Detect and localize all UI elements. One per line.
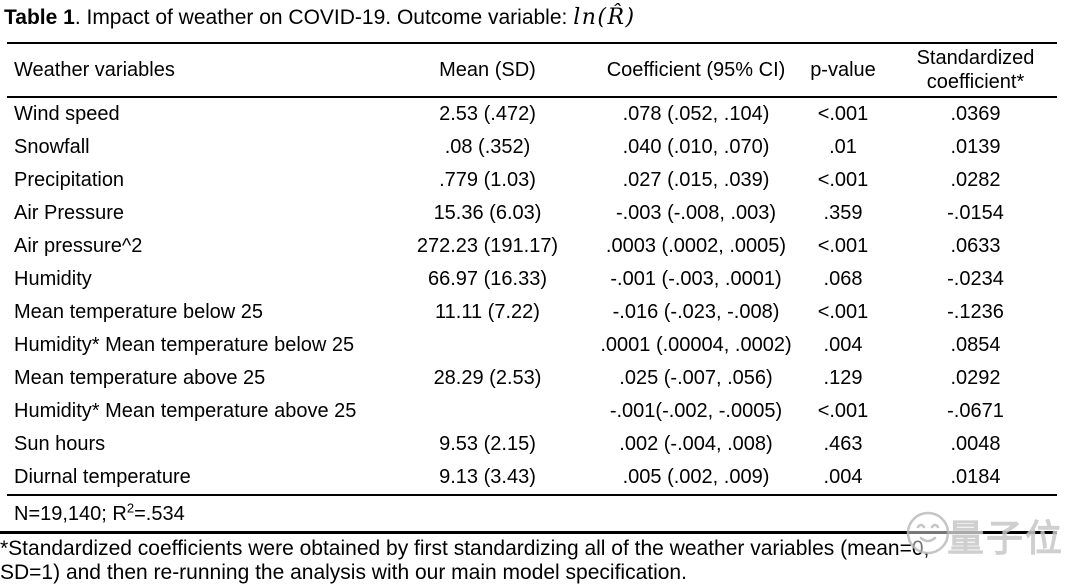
table-row: Snowfall .08 (.352) .040 (.010, .070) .0… <box>7 131 1057 164</box>
cell-std-coef: -.0671 <box>947 400 1004 422</box>
cell-mean-sd: 2.53 (.472) <box>439 103 536 125</box>
table-row: Wind speed 2.53 (.472) .078 (.052, .104)… <box>7 97 1057 131</box>
cell-variable: Snowfall <box>14 136 90 158</box>
cell-coefficient: .002 (-.004, .008) <box>619 433 773 455</box>
cell-variable: Air Pressure <box>14 202 125 224</box>
table-footnote: *Standardized coefficients were obtained… <box>0 537 1062 585</box>
cell-mean-sd: 272.23 (191.17) <box>416 235 559 257</box>
cell-p-value: .463 <box>823 433 863 455</box>
table-caption-text: . Impact of weather on COVID-19. Outcome… <box>74 6 574 29</box>
cell-std-coef: -.0234 <box>947 268 1004 290</box>
cell-mean-sd: 28.29 (2.53) <box>433 367 542 389</box>
cell-coefficient: .025 (-.007, .056) <box>619 367 773 389</box>
cell-mean-sd <box>375 329 600 362</box>
cell-p-value: <.001 <box>817 169 869 191</box>
cell-p-value: .004 <box>823 334 863 356</box>
cell-variable: Mean temperature above 25 <box>14 367 266 389</box>
cell-coefficient: .005 (.002, .009) <box>622 466 770 488</box>
cell-p-value: .068 <box>823 268 863 290</box>
header-row: Weather variables Mean (SD) Coefficient … <box>7 42 1057 98</box>
table-caption-label: Table 1 <box>4 6 75 29</box>
table-row: Sun hours 9.53 (2.15) .002 (-.004, .008)… <box>7 428 1057 461</box>
table-header: Weather variables Mean (SD) Coefficient … <box>7 42 1057 98</box>
cell-coefficient: -.003 (-.008, .003) <box>615 202 777 224</box>
summary-row: N=19,140; R2=.534 <box>7 494 1057 532</box>
model-fit-stats: N=19,140; R2=.534 <box>7 494 1057 532</box>
table-caption: Table 1. Impact of weather on COVID-19. … <box>4 5 636 31</box>
cell-mean-sd: 9.53 (2.15) <box>439 433 536 455</box>
table-row: Mean temperature above 25 28.29 (2.53) .… <box>7 362 1057 395</box>
table-row: Mean temperature below 25 11.11 (7.22) -… <box>7 296 1057 329</box>
header-standardized-coefficient: Standardized coefficient* <box>894 42 1057 98</box>
cell-mean-sd: .779 (1.03) <box>439 169 536 191</box>
cell-coefficient: .0001 (.00004, .0002) <box>600 334 792 356</box>
cell-std-coef: -.1236 <box>947 301 1004 323</box>
cell-variable: Humidity <box>14 268 92 290</box>
table-row: Humidity 66.97 (16.33) -.001 (-.003, .00… <box>7 263 1057 296</box>
cell-p-value: <.001 <box>817 400 869 422</box>
cell-std-coef: .0048 <box>950 433 1001 455</box>
table-row: Air pressure^2 272.23 (191.17) .0003 (.0… <box>7 230 1057 263</box>
cell-variable: Precipitation <box>14 169 125 191</box>
table-row: Humidity* Mean temperature below 25 .000… <box>7 329 1057 362</box>
cell-std-coef: .0139 <box>950 136 1001 158</box>
cell-variable: Sun hours <box>14 433 106 455</box>
table-row: Precipitation .779 (1.03) .027 (.015, .0… <box>7 164 1057 197</box>
cell-p-value: .129 <box>823 367 863 389</box>
cell-p-value: <.001 <box>817 301 869 323</box>
cell-mean-sd: 66.97 (16.33) <box>428 268 547 290</box>
cell-mean-sd: .08 (.352) <box>444 136 531 158</box>
footnote-line-1: *Standardized coefficients were obtained… <box>0 537 930 560</box>
cell-p-value: .004 <box>823 466 863 488</box>
cell-variable: Wind speed <box>14 103 120 125</box>
cell-std-coef: .0633 <box>950 235 1001 257</box>
header-p-value: p-value <box>792 42 894 98</box>
header-coefficient-ci: Coefficient (95% CI) <box>600 42 792 98</box>
cell-variable: Mean temperature below 25 <box>14 301 264 323</box>
cell-variable: Humidity* Mean temperature above 25 <box>14 400 357 422</box>
table-row: Humidity* Mean temperature above 25 -.00… <box>7 395 1057 428</box>
table-body: Wind speed 2.53 (.472) .078 (.052, .104)… <box>7 97 1057 532</box>
cell-std-coef: .0292 <box>950 367 1001 389</box>
table-row: Diurnal temperature 9.13 (3.43) .005 (.0… <box>7 461 1057 495</box>
math-ln-r-hat: ln(R̂) <box>573 5 636 30</box>
cell-variable: Diurnal temperature <box>14 466 191 488</box>
cell-std-coef: .0854 <box>950 334 1001 356</box>
cell-mean-sd: 9.13 (3.43) <box>439 466 536 488</box>
cell-coefficient: -.001 (-.003, .0001) <box>610 268 782 290</box>
cell-coefficient: .0003 (.0002, .0005) <box>605 235 787 257</box>
cell-variable: Humidity* Mean temperature below 25 <box>14 334 355 356</box>
header-weather-variables: Weather variables <box>7 42 375 98</box>
r-squared-value: =.534 <box>134 502 185 525</box>
cell-coefficient: -.016 (-.023, -.008) <box>612 301 780 323</box>
cell-std-coef: .0282 <box>950 169 1001 191</box>
cell-p-value: .01 <box>829 136 857 158</box>
cell-p-value: <.001 <box>817 103 869 125</box>
table-row: Air Pressure 15.36 (6.03) -.003 (-.008, … <box>7 197 1057 230</box>
header-mean-sd: Mean (SD) <box>375 42 600 98</box>
cell-coefficient: .040 (.010, .070) <box>622 136 770 158</box>
r-squared-sup: 2 <box>126 499 135 515</box>
cell-coefficient: .027 (.015, .039) <box>622 169 770 191</box>
cell-std-coef: .0369 <box>950 103 1001 125</box>
cell-mean-sd: 15.36 (6.03) <box>433 202 542 224</box>
cell-mean-sd: 11.11 (7.22) <box>435 301 540 323</box>
footnote-divider <box>0 531 1057 534</box>
cell-variable: Air pressure^2 <box>14 235 143 257</box>
n-and-r-label: N=19,140; R <box>14 502 127 525</box>
cell-coefficient: -.001(-.002, -.0005) <box>609 400 783 422</box>
cell-std-coef: .0184 <box>950 466 1001 488</box>
cell-coefficient: .078 (.052, .104) <box>622 103 770 125</box>
footnote-line-2: SD=1) and then re-running the analysis w… <box>0 561 687 584</box>
cell-p-value: <.001 <box>817 235 869 257</box>
regression-table: Weather variables Mean (SD) Coefficient … <box>7 42 1057 532</box>
cell-std-coef: -.0154 <box>947 202 1004 224</box>
cell-p-value: .359 <box>823 202 863 224</box>
cell-mean-sd <box>375 395 600 428</box>
